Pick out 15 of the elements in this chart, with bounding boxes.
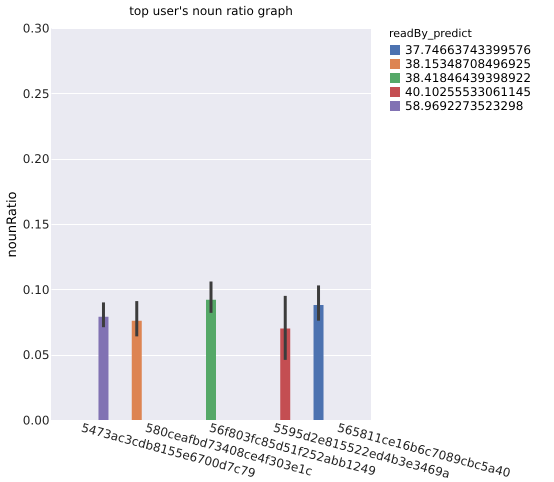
- chart-title: top user's noun ratio graph: [129, 4, 293, 18]
- legend-title: readBy_predict: [389, 27, 472, 40]
- legend-label: 38.15348708496925: [405, 57, 531, 71]
- legend-label: 40.10255533061145: [405, 85, 531, 99]
- y-tick-label: 0.10: [22, 282, 50, 297]
- y-tick-label: 0.00: [22, 414, 50, 428]
- y-tick-label: 0.15: [22, 218, 50, 232]
- legend-label: 38.41846439398922: [405, 71, 531, 85]
- y-tick-label: 0.20: [22, 152, 50, 166]
- y-tick-label: 0.25: [22, 86, 50, 101]
- legend-label: 37.74663743399576: [405, 43, 531, 57]
- y-axis-title: nounRatio: [4, 191, 20, 258]
- y-tick-label: 0.30: [22, 22, 50, 36]
- y-tick-label: 0.05: [22, 348, 50, 362]
- legend-label: 58.9692273523298: [405, 99, 524, 113]
